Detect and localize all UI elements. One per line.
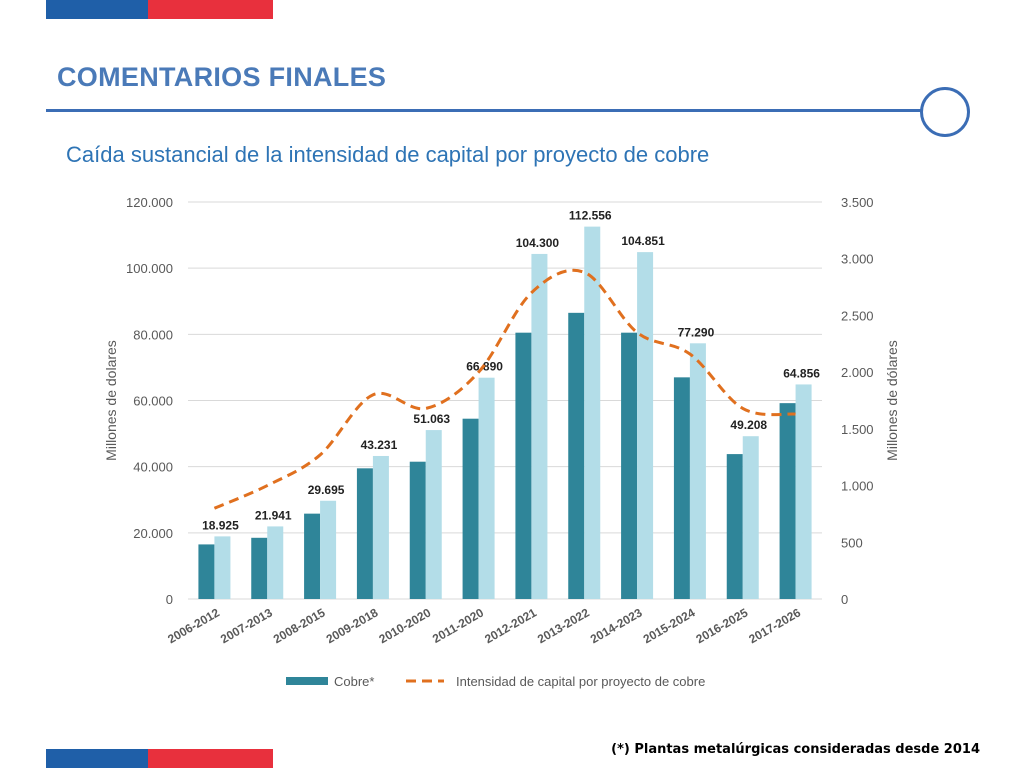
data-label: 43.231 xyxy=(361,438,398,452)
x-tick-label: 2011-2020 xyxy=(430,605,486,646)
bar-total xyxy=(425,430,442,599)
legend-swatch-cobre xyxy=(286,677,328,685)
bar-cobre xyxy=(251,537,268,599)
title-rule xyxy=(46,109,926,112)
data-label: 49.208 xyxy=(730,418,767,432)
y-tick-label-right: 500 xyxy=(841,535,863,550)
series-line-intensidad xyxy=(213,268,796,510)
bar-total xyxy=(637,252,654,600)
y-tick-label-right: 3.500 xyxy=(841,195,874,210)
x-tick-label: 2010-2020 xyxy=(377,605,434,646)
bar-cobre xyxy=(198,544,215,599)
y-axis-title-right: Millones de dólares xyxy=(884,340,900,461)
data-label: 112.556 xyxy=(569,209,612,223)
bar-cobre xyxy=(673,377,690,599)
y-tick-label-right: 3.000 xyxy=(841,252,874,267)
bar-total xyxy=(267,526,284,599)
bar-total xyxy=(320,500,337,599)
data-label: 51.063 xyxy=(413,412,450,426)
y-tick-label-left: 40.000 xyxy=(133,460,173,475)
bar-cobre xyxy=(409,461,426,599)
y-tick-label-right: 2.000 xyxy=(841,365,874,380)
bar-total xyxy=(372,455,389,599)
x-tick-label: 2015-2024 xyxy=(641,605,698,646)
footnote: (*) Plantas metalúrgicas consideradas de… xyxy=(611,742,980,757)
x-tick-label: 2009-2018 xyxy=(324,605,381,646)
bar-total xyxy=(795,384,812,599)
y-axis-title-left: Millones de dolares xyxy=(103,340,119,461)
y-tick-label-right: 2.500 xyxy=(841,308,874,323)
bar-cobre xyxy=(462,418,479,599)
bar-total xyxy=(478,377,495,599)
bar-cobre xyxy=(356,468,373,599)
flag-blue-block xyxy=(46,0,148,19)
bar-total xyxy=(214,536,231,599)
legend-label-cobre: Cobre* xyxy=(334,674,374,689)
y-tick-label-left: 80.000 xyxy=(133,327,173,342)
y-tick-label-left: 120.000 xyxy=(126,195,173,210)
chart-subtitle: Caída sustancial de la intensidad de cap… xyxy=(66,142,710,167)
flag-stripe-top xyxy=(46,0,273,19)
data-label: 77.290 xyxy=(678,325,715,339)
data-label: 29.695 xyxy=(308,483,345,497)
flag-stripe-bottom xyxy=(46,749,273,768)
y-tick-label-right: 0 xyxy=(841,592,848,607)
flag-red-block xyxy=(148,749,273,768)
x-tick-label: 2007-2013 xyxy=(218,605,275,646)
data-label: 104.300 xyxy=(516,236,560,250)
y-tick-label-right: 1.500 xyxy=(841,422,874,437)
legend-label-intensidad: Intensidad de capital por proyecto de co… xyxy=(456,674,705,689)
y-tick-label-right: 1.000 xyxy=(841,479,874,494)
x-tick-label: 2013-2022 xyxy=(535,605,592,646)
bar-total xyxy=(531,253,548,599)
y-tick-label-left: 60.000 xyxy=(133,394,173,409)
x-tick-label: 2008-2015 xyxy=(271,605,328,646)
data-label: 18.925 xyxy=(202,518,239,532)
page-title: COMENTARIOS FINALES xyxy=(57,62,387,92)
bar-cobre xyxy=(568,312,585,599)
title-rule-circle xyxy=(920,87,970,137)
x-tick-label: 2017-2026 xyxy=(746,605,803,646)
x-tick-label: 2006-2012 xyxy=(165,605,222,646)
bar-total xyxy=(742,436,759,599)
y-tick-label-left: 20.000 xyxy=(133,526,173,541)
x-tick-label: 2014-2023 xyxy=(588,605,645,646)
bar-cobre xyxy=(621,332,638,599)
bar-cobre xyxy=(304,513,321,599)
bar-cobre xyxy=(779,403,796,599)
data-label: 104.851 xyxy=(621,234,665,248)
data-label: 64.856 xyxy=(783,366,820,380)
bar-cobre xyxy=(515,332,532,599)
y-tick-label-left: 100.000 xyxy=(126,261,173,276)
flag-red-block xyxy=(148,0,273,19)
x-tick-label: 2012-2021 xyxy=(482,605,539,646)
flag-blue-block xyxy=(46,749,148,768)
bar-total xyxy=(584,226,601,599)
y-tick-label-left: 0 xyxy=(166,592,173,607)
data-label: 21.941 xyxy=(255,508,292,522)
bar-cobre xyxy=(726,454,743,599)
bar-total xyxy=(689,343,706,599)
x-tick-label: 2016-2025 xyxy=(694,605,751,646)
